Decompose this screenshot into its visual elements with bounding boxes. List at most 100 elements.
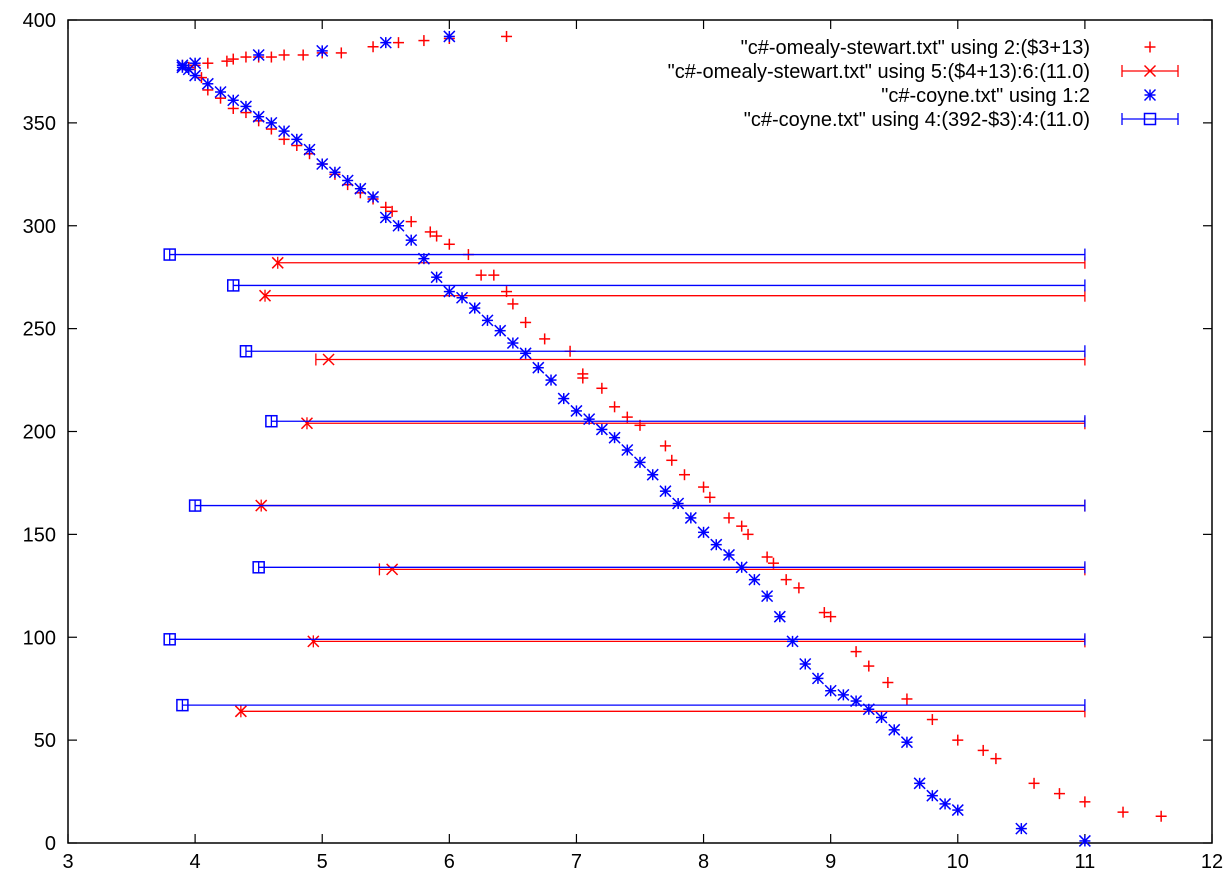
error-bar [271, 256, 1086, 269]
error-bar [265, 414, 1086, 428]
data-point [488, 269, 500, 281]
errorbar-marker [176, 698, 189, 712]
data-point [977, 744, 989, 756]
data-point [506, 336, 519, 350]
data-point [952, 734, 964, 746]
legend-sample-errorbar [1121, 64, 1179, 78]
data-point [367, 190, 380, 203]
data-point [475, 269, 487, 281]
data-point [189, 69, 202, 82]
errorbar-marker [265, 414, 278, 428]
data-point [278, 125, 291, 138]
series-2 [176, 30, 1091, 847]
data-point [532, 361, 545, 374]
data-point [468, 302, 481, 315]
errorbar-marker [307, 635, 320, 648]
data-point [780, 574, 792, 586]
data-point [405, 234, 418, 247]
errorbar-marker [300, 417, 313, 430]
data-point [761, 590, 774, 603]
data-point [544, 374, 558, 387]
data-point [761, 551, 773, 563]
data-point [1078, 834, 1091, 847]
x-tick-label: 11 [1075, 851, 1096, 873]
data-point [723, 512, 735, 524]
data-point [678, 469, 690, 481]
data-point [392, 37, 404, 49]
data-point [227, 53, 239, 65]
data-point [1117, 806, 1129, 818]
data-point [431, 230, 443, 242]
plot-frame [67, 19, 1213, 844]
data-point [539, 333, 551, 345]
error-bar [307, 635, 1086, 648]
data-point [837, 688, 850, 701]
data-point [666, 454, 678, 466]
error-bar [315, 353, 1086, 366]
data-point [297, 49, 309, 61]
errorbar-marker [234, 705, 247, 718]
x-tick-label: 6 [444, 851, 455, 873]
x-tick-label: 5 [317, 851, 328, 873]
data-point [698, 481, 710, 493]
data-point [265, 51, 277, 63]
legend-sample-errorbar [1121, 112, 1179, 126]
data-point [424, 226, 436, 238]
data-point [621, 443, 634, 457]
error-bar [188, 499, 1086, 512]
y-tick-label: 300 [23, 216, 56, 238]
x-tick-label: 9 [825, 851, 836, 873]
data-point [252, 48, 265, 62]
data-point [379, 211, 392, 224]
data-point [481, 314, 494, 327]
data-point [443, 285, 456, 298]
data-point [430, 271, 443, 284]
x-tick-label: 12 [1201, 851, 1223, 873]
data-point [736, 520, 748, 532]
data-point [697, 526, 710, 539]
data-point [316, 44, 329, 57]
data-point [704, 491, 716, 503]
errorbar-marker [239, 345, 253, 358]
data-point [380, 201, 392, 213]
y-tick-label: 0 [45, 833, 56, 855]
legend-sample-marker [1143, 88, 1157, 102]
error-bar [234, 705, 1086, 718]
data-point [926, 714, 938, 726]
data-point [939, 797, 952, 810]
data-point [341, 174, 354, 187]
y-tick-label: 150 [23, 524, 56, 546]
data-point [519, 347, 532, 360]
errorbar-marker [271, 256, 284, 269]
data-point [793, 582, 805, 594]
data-point [507, 298, 519, 310]
data-point [875, 711, 888, 724]
legend-sample-marker [1143, 112, 1157, 126]
errorbar-marker [163, 633, 176, 646]
data-point [824, 684, 837, 697]
errorbar-marker [252, 561, 265, 574]
data-point [501, 30, 513, 42]
data-point [252, 110, 265, 123]
data-point [583, 413, 596, 426]
y-tick-label: 350 [23, 113, 56, 135]
data-point [646, 468, 659, 481]
data-point [888, 723, 901, 736]
data-point [608, 431, 621, 444]
error-bar [378, 563, 1086, 576]
data-point [773, 610, 786, 623]
data-point [290, 133, 303, 146]
data-point [494, 324, 507, 337]
data-point [863, 660, 875, 672]
x-tick-label: 3 [62, 851, 73, 873]
data-point [1015, 822, 1028, 835]
data-point [202, 57, 214, 69]
data-point [354, 182, 367, 195]
data-point [240, 51, 252, 63]
legend-label: "c#-coyne.txt" using 4:(392-$3):4:(11.0) [744, 109, 1090, 131]
data-point [456, 291, 469, 304]
y-tick-label: 250 [23, 319, 56, 341]
legend-sample-marker [1143, 64, 1157, 78]
data-point [520, 316, 532, 328]
legend-label: "c#-omealy-stewart.txt" using 5:($4+13):… [668, 61, 1090, 83]
